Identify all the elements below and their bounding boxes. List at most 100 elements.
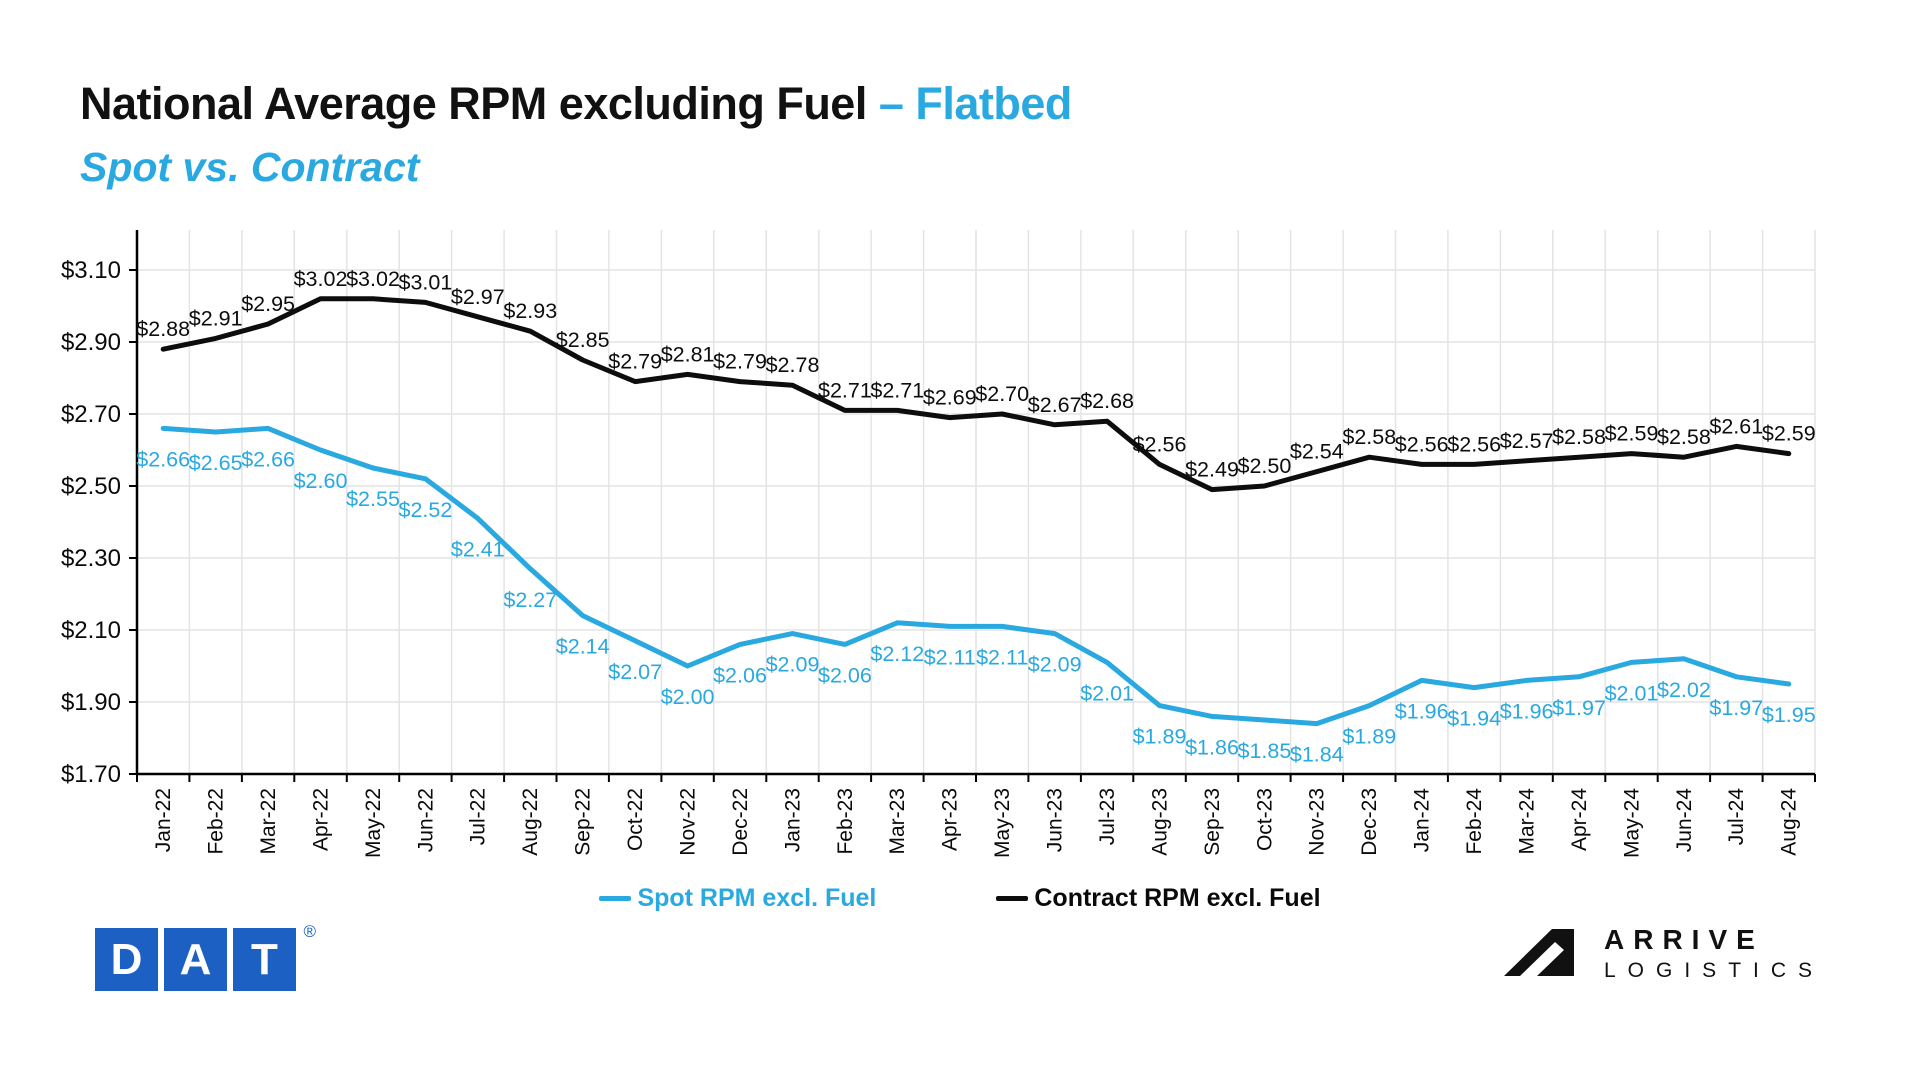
spot-data-labels: $2.66$2.65$2.66$2.60$2.55$2.52$2.41$2.27… — [136, 447, 1815, 766]
page-title-highlight: – Flatbed — [878, 78, 1073, 129]
svg-text:$1.70: $1.70 — [61, 761, 121, 788]
svg-text:Jun-23: Jun-23 — [1044, 788, 1067, 852]
dat-logo-letter-t-glyph: T — [251, 934, 278, 984]
svg-text:$1.96: $1.96 — [1500, 699, 1554, 723]
svg-text:$2.50: $2.50 — [1237, 454, 1291, 478]
svg-text:$2.85: $2.85 — [556, 328, 610, 352]
svg-text:$2.97: $2.97 — [451, 285, 505, 309]
svg-text:$2.81: $2.81 — [661, 342, 715, 366]
svg-text:Jul-23: Jul-23 — [1096, 788, 1119, 845]
svg-text:Aug-24: Aug-24 — [1778, 788, 1801, 856]
svg-text:Jan-23: Jan-23 — [781, 788, 804, 852]
svg-text:Aug-22: Aug-22 — [519, 788, 542, 856]
dat-logo-letter-a: A — [164, 928, 227, 991]
svg-text:$2.65: $2.65 — [189, 451, 243, 475]
svg-text:Oct-22: Oct-22 — [624, 788, 647, 851]
spot-series-line — [160, 425, 1792, 727]
page-subtitle: Spot vs. Contract — [80, 144, 420, 190]
svg-text:Oct-23: Oct-23 — [1253, 788, 1276, 851]
svg-text:$2.06: $2.06 — [818, 663, 872, 687]
svg-text:$1.95: $1.95 — [1762, 703, 1816, 727]
svg-text:May-23: May-23 — [991, 788, 1014, 858]
svg-text:Feb-23: Feb-23 — [834, 788, 857, 855]
logistics-wordmark: LOGISTICS — [1604, 959, 1825, 982]
svg-text:Sep-22: Sep-22 — [572, 788, 595, 856]
svg-text:$2.01: $2.01 — [1605, 681, 1659, 705]
svg-text:$2.06: $2.06 — [713, 663, 767, 687]
page-title: National Average RPM excluding Fuel – Fla… — [80, 78, 1072, 130]
svg-text:$1.85: $1.85 — [1237, 739, 1291, 763]
dat-registered-mark: ® — [303, 922, 316, 941]
svg-text:$2.60: $2.60 — [294, 469, 348, 493]
svg-text:$1.97: $1.97 — [1552, 696, 1606, 720]
rpm-line-chart: $3.10 $2.90 $2.70 $2.50 $2.30 $2.10 $1.90 $1.70… — [61, 230, 1816, 858]
dat-logo: D A T ® — [95, 922, 316, 991]
contract-legend-swatch — [996, 896, 1029, 901]
svg-text:$2.95: $2.95 — [241, 292, 295, 316]
svg-text:Sep-23: Sep-23 — [1201, 788, 1224, 856]
spot-legend-swatch — [599, 896, 632, 901]
svg-text:$1.84: $1.84 — [1290, 743, 1344, 767]
svg-text:$2.79: $2.79 — [713, 350, 767, 374]
svg-text:$2.56: $2.56 — [1395, 432, 1449, 456]
svg-text:$3.10: $3.10 — [61, 257, 121, 284]
svg-text:$2.01: $2.01 — [1080, 681, 1134, 705]
svg-text:$2.70: $2.70 — [61, 401, 121, 428]
svg-text:$1.96: $1.96 — [1395, 699, 1449, 723]
legend-item-contract: Contract RPM excl. Fuel — [996, 884, 1321, 913]
svg-text:$2.54: $2.54 — [1290, 440, 1344, 464]
svg-text:Jan-24: Jan-24 — [1411, 788, 1434, 853]
svg-text:$2.56: $2.56 — [1133, 432, 1187, 456]
gridlines — [137, 230, 1816, 774]
svg-text:$2.91: $2.91 — [189, 306, 243, 330]
svg-text:$2.07: $2.07 — [608, 660, 662, 684]
svg-text:Mar-23: Mar-23 — [886, 788, 909, 855]
legend-spot-label: Spot RPM excl. Fuel — [637, 884, 877, 912]
x-axis-labels: Jan-22 Feb-22 Mar-22 Apr-22 May-22 Jun-22 Jul-… — [152, 788, 1801, 858]
svg-text:$2.79: $2.79 — [608, 350, 662, 374]
axes — [129, 230, 1816, 782]
arrive-logistics-logo: ARRIVE LOGISTICS — [1500, 926, 1824, 981]
svg-text:May-24: May-24 — [1620, 788, 1643, 858]
svg-text:$2.78: $2.78 — [766, 353, 820, 377]
arrive-logo-text: ARRIVE LOGISTICS — [1604, 924, 1825, 982]
svg-text:Mar-24: Mar-24 — [1516, 788, 1539, 855]
svg-text:Jun-24: Jun-24 — [1673, 788, 1696, 853]
svg-text:$2.71: $2.71 — [818, 378, 872, 402]
page-title-main: National Average RPM excluding Fuel — [80, 78, 867, 129]
svg-text:$2.50: $2.50 — [61, 473, 121, 500]
svg-text:$2.55: $2.55 — [346, 487, 400, 511]
svg-text:$2.41: $2.41 — [451, 537, 505, 561]
svg-text:$3.01: $3.01 — [398, 270, 452, 294]
svg-text:$2.88: $2.88 — [136, 317, 190, 341]
svg-text:Aug-23: Aug-23 — [1148, 788, 1171, 856]
svg-text:Dec-23: Dec-23 — [1358, 788, 1381, 856]
svg-text:Jun-22: Jun-22 — [414, 788, 437, 852]
svg-text:$2.59: $2.59 — [1605, 422, 1659, 446]
svg-text:$2.30: $2.30 — [61, 545, 121, 572]
svg-text:$2.49: $2.49 — [1185, 458, 1239, 482]
legend-contract-label: Contract RPM excl. Fuel — [1034, 884, 1321, 912]
svg-text:$2.71: $2.71 — [870, 378, 924, 402]
svg-text:$1.89: $1.89 — [1342, 725, 1396, 749]
svg-text:$2.27: $2.27 — [503, 588, 557, 612]
svg-text:$2.68: $2.68 — [1080, 389, 1134, 413]
arrive-wordmark: ARRIVE — [1604, 924, 1764, 955]
title-block: National Average RPM excluding Fuel – Fla… — [80, 78, 1072, 191]
svg-text:$2.59: $2.59 — [1762, 422, 1816, 446]
svg-text:$1.89: $1.89 — [1133, 725, 1187, 749]
svg-text:Nov-23: Nov-23 — [1306, 788, 1329, 856]
svg-text:$2.90: $2.90 — [61, 329, 121, 356]
svg-text:Feb-24: Feb-24 — [1463, 788, 1486, 855]
svg-text:Jul-24: Jul-24 — [1725, 788, 1748, 846]
svg-text:$2.58: $2.58 — [1552, 425, 1606, 449]
svg-text:$2.11: $2.11 — [924, 645, 976, 669]
svg-text:$2.66: $2.66 — [241, 447, 295, 471]
svg-text:$2.02: $2.02 — [1657, 678, 1711, 702]
svg-text:May-22: May-22 — [362, 788, 385, 858]
svg-text:$2.70: $2.70 — [975, 382, 1029, 406]
svg-text:$2.14: $2.14 — [556, 635, 610, 659]
svg-text:$2.58: $2.58 — [1657, 425, 1711, 449]
svg-text:Apr-24: Apr-24 — [1568, 788, 1591, 851]
